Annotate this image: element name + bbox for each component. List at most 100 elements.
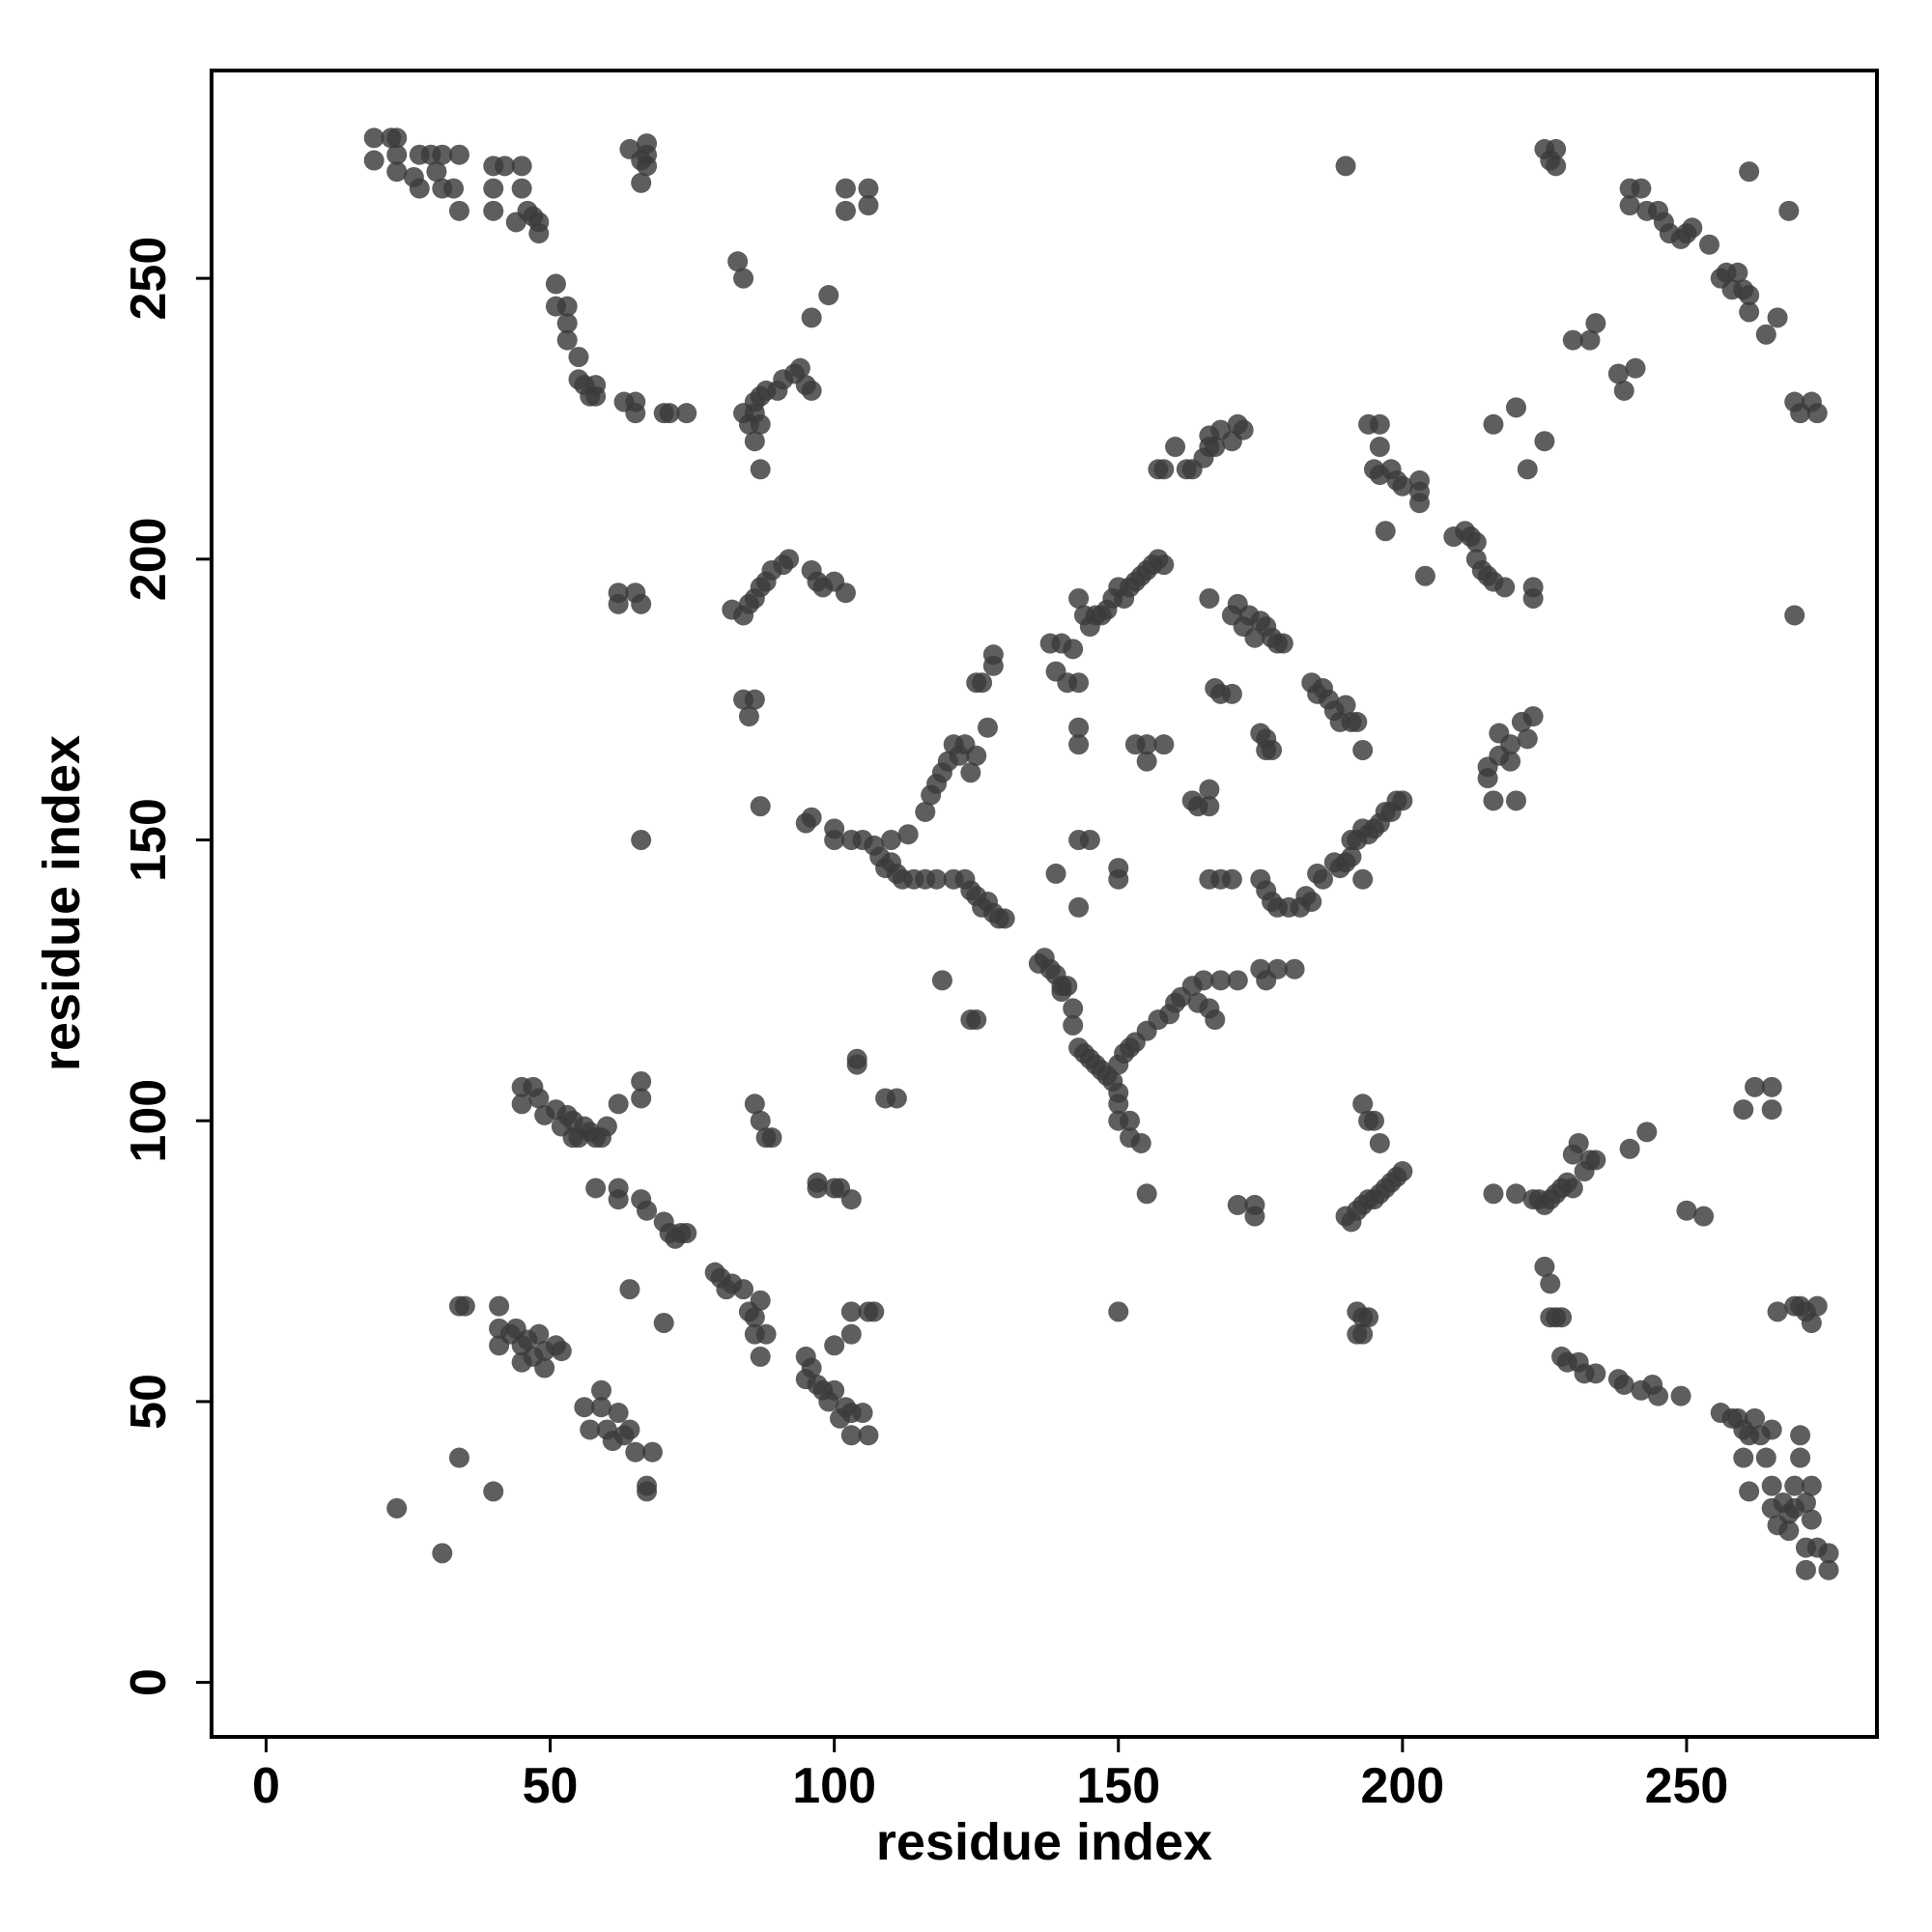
point <box>1494 577 1516 598</box>
point <box>1784 605 1805 626</box>
point <box>1698 234 1719 255</box>
point <box>1363 1110 1384 1131</box>
point <box>528 1323 550 1345</box>
point <box>858 195 879 216</box>
point <box>443 178 465 199</box>
point <box>801 380 822 401</box>
point <box>744 431 765 452</box>
point <box>619 1279 640 1300</box>
point <box>1579 329 1601 351</box>
point <box>1199 588 1220 610</box>
point <box>596 1116 617 1137</box>
point <box>556 329 578 351</box>
point <box>966 1009 987 1031</box>
point <box>835 178 856 199</box>
point <box>972 672 993 694</box>
point <box>1801 1509 1822 1530</box>
point <box>1551 1307 1573 1328</box>
point <box>1517 728 1538 750</box>
point <box>608 593 629 614</box>
point <box>744 1094 765 1115</box>
point <box>1801 1313 1822 1334</box>
point <box>637 156 658 177</box>
point <box>1745 1076 1766 1097</box>
point <box>1818 1543 1839 1564</box>
point <box>1540 1273 1561 1294</box>
point <box>1068 588 1090 610</box>
point <box>528 1088 550 1109</box>
point <box>1795 1492 1816 1514</box>
point <box>840 1323 862 1345</box>
point <box>755 1323 777 1345</box>
point <box>1727 262 1748 283</box>
point <box>556 296 578 317</box>
point <box>386 1497 408 1519</box>
point <box>1505 397 1526 418</box>
point <box>608 1403 629 1424</box>
point <box>1767 1301 1788 1322</box>
point <box>1063 639 1084 660</box>
point <box>733 268 754 289</box>
point <box>1108 1094 1129 1115</box>
point <box>1409 493 1431 514</box>
point <box>1392 790 1413 811</box>
point <box>676 403 697 424</box>
point <box>864 1301 885 1322</box>
point <box>1636 1122 1658 1143</box>
point <box>580 1419 601 1440</box>
point <box>801 807 822 828</box>
point <box>454 1295 475 1317</box>
point <box>750 1110 771 1131</box>
point <box>812 577 834 598</box>
point <box>1619 195 1640 216</box>
point <box>824 1379 845 1401</box>
point <box>653 1313 674 1334</box>
point <box>1068 672 1090 694</box>
point <box>556 313 578 334</box>
point <box>483 200 504 221</box>
point <box>1335 156 1356 177</box>
point <box>1199 796 1220 817</box>
point <box>1676 1200 1697 1221</box>
point <box>1505 1183 1526 1205</box>
point <box>1534 431 1555 452</box>
y-axis-title: residue index <box>33 735 91 1071</box>
point <box>1369 413 1390 435</box>
point <box>551 1341 572 1362</box>
point <box>1227 1194 1248 1215</box>
x-tick-label: 200 <box>1360 1758 1444 1814</box>
point <box>1801 1475 1822 1496</box>
x-tick-label: 250 <box>1645 1758 1729 1814</box>
point <box>591 1397 612 1418</box>
point <box>1392 475 1413 497</box>
point <box>585 1178 607 1199</box>
point <box>1477 768 1498 789</box>
point <box>625 1441 646 1463</box>
point <box>1205 437 1226 458</box>
point <box>1199 779 1220 800</box>
point <box>1761 1099 1782 1121</box>
point <box>1739 1481 1760 1502</box>
point <box>1795 1559 1816 1580</box>
point <box>1205 1009 1226 1031</box>
point <box>840 1189 862 1210</box>
x-tick-label: 50 <box>523 1758 579 1814</box>
point <box>1136 1183 1157 1205</box>
point <box>1369 1132 1390 1153</box>
point <box>1483 1183 1504 1205</box>
point <box>1483 790 1504 811</box>
point <box>1505 790 1526 811</box>
point <box>1068 717 1090 738</box>
point <box>1784 1475 1805 1496</box>
point <box>1108 1301 1129 1322</box>
point <box>448 200 469 221</box>
point <box>511 178 532 199</box>
point <box>1778 1520 1800 1542</box>
point <box>750 1346 771 1367</box>
point <box>926 868 948 890</box>
point <box>1136 751 1157 772</box>
point <box>1562 1178 1583 1199</box>
point <box>1130 1132 1151 1153</box>
point <box>840 1301 862 1322</box>
point <box>641 1441 663 1463</box>
